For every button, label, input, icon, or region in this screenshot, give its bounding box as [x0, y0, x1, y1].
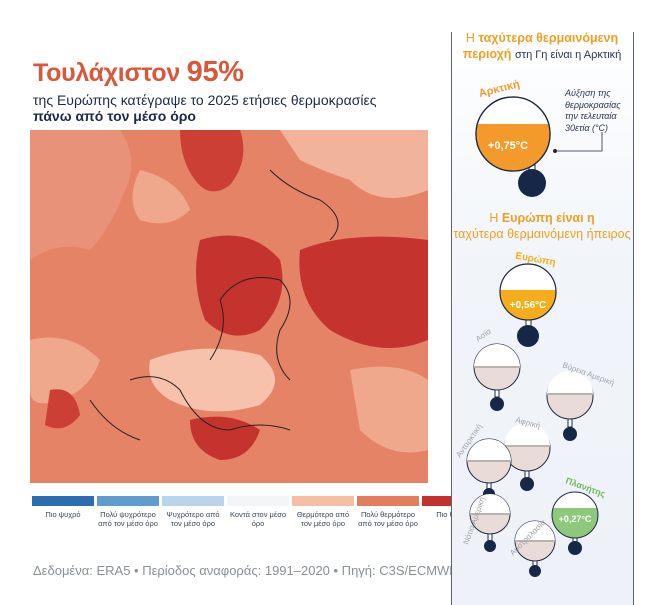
coastlines	[89, 169, 339, 441]
thermometer-arctic: +0,75°C Αρκτική	[475, 78, 603, 197]
europe-temperature-map	[30, 130, 428, 483]
legend-item: Πολύ ψυχρότερο από τον μέσο όρο	[97, 496, 159, 529]
panel-heading-arctic: Η ταχύτερα θερμαινόμενη περιοχή στη Γη ε…	[462, 31, 622, 62]
thermometer-asia: Ασία	[473, 326, 521, 411]
warmer-region-iceland	[132, 170, 190, 224]
warmest-region-greenland	[180, 130, 244, 192]
warmest-region-west	[45, 389, 80, 429]
thermometer-antarctica: Ανταρκτική	[454, 422, 512, 500]
warmer-region	[30, 130, 132, 260]
warmest-region-russia	[299, 236, 428, 348]
panel-heading-europe: Η Ευρώπη είναι η ταχύτερα θερμαινόμενη ήπ…	[453, 211, 631, 242]
legend-item: Πολύ θερμότερο από τον μέσο όρο	[357, 496, 419, 529]
warmest-region-med	[190, 416, 260, 460]
svg-text:+0,27°C: +0,27°C	[559, 514, 592, 524]
svg-text:Ασία: Ασία	[474, 326, 493, 343]
thermometer-australasia: Αυστραλασία	[508, 518, 556, 577]
warmer-region-north	[280, 130, 428, 198]
thermometer-north-america: Βόρεια Αμερική	[546, 360, 615, 441]
subtitle: της Ευρώπης κατέγραψε το 2025 ετήσιες θε…	[33, 92, 377, 108]
headline: Τουλάχιστον 95%	[33, 56, 244, 88]
thermometer-planet: +0,27°C Πλανήτης	[551, 475, 607, 555]
warmer-region-east	[350, 366, 428, 453]
warmer-region-sw	[30, 337, 100, 404]
legend-item: Κοντά στον μέσο όρο	[227, 496, 289, 529]
thermometer-europe: +0,56°C Ευρώπη	[499, 251, 557, 347]
source-note: Δεδομένα: ERA5 • Περίοδος αναφοράς: 1991…	[33, 563, 458, 578]
svg-text:+0,75°C: +0,75°C	[488, 140, 528, 152]
thermometer-africa: Αφρική	[503, 415, 551, 491]
warmest-region-scandinavia	[196, 235, 283, 336]
legend-item: Πιο ψυχρό	[32, 496, 94, 529]
subtitle-bold: πάνω από τον μέσο όρο	[33, 108, 196, 124]
thermometer-south-america: Νότια Αμερική	[461, 493, 511, 552]
temperature-note: Αύξηση της θερμοκρασίας την τελευταία 30…	[565, 88, 621, 134]
svg-text:+0,56°C: +0,56°C	[510, 300, 547, 311]
legend-item: Θερμότερο από τον μέσο όρο	[292, 496, 354, 529]
near-average-region	[149, 348, 275, 412]
legend-item: Ψυχρότερο από τον μέσο όρο	[162, 496, 224, 529]
